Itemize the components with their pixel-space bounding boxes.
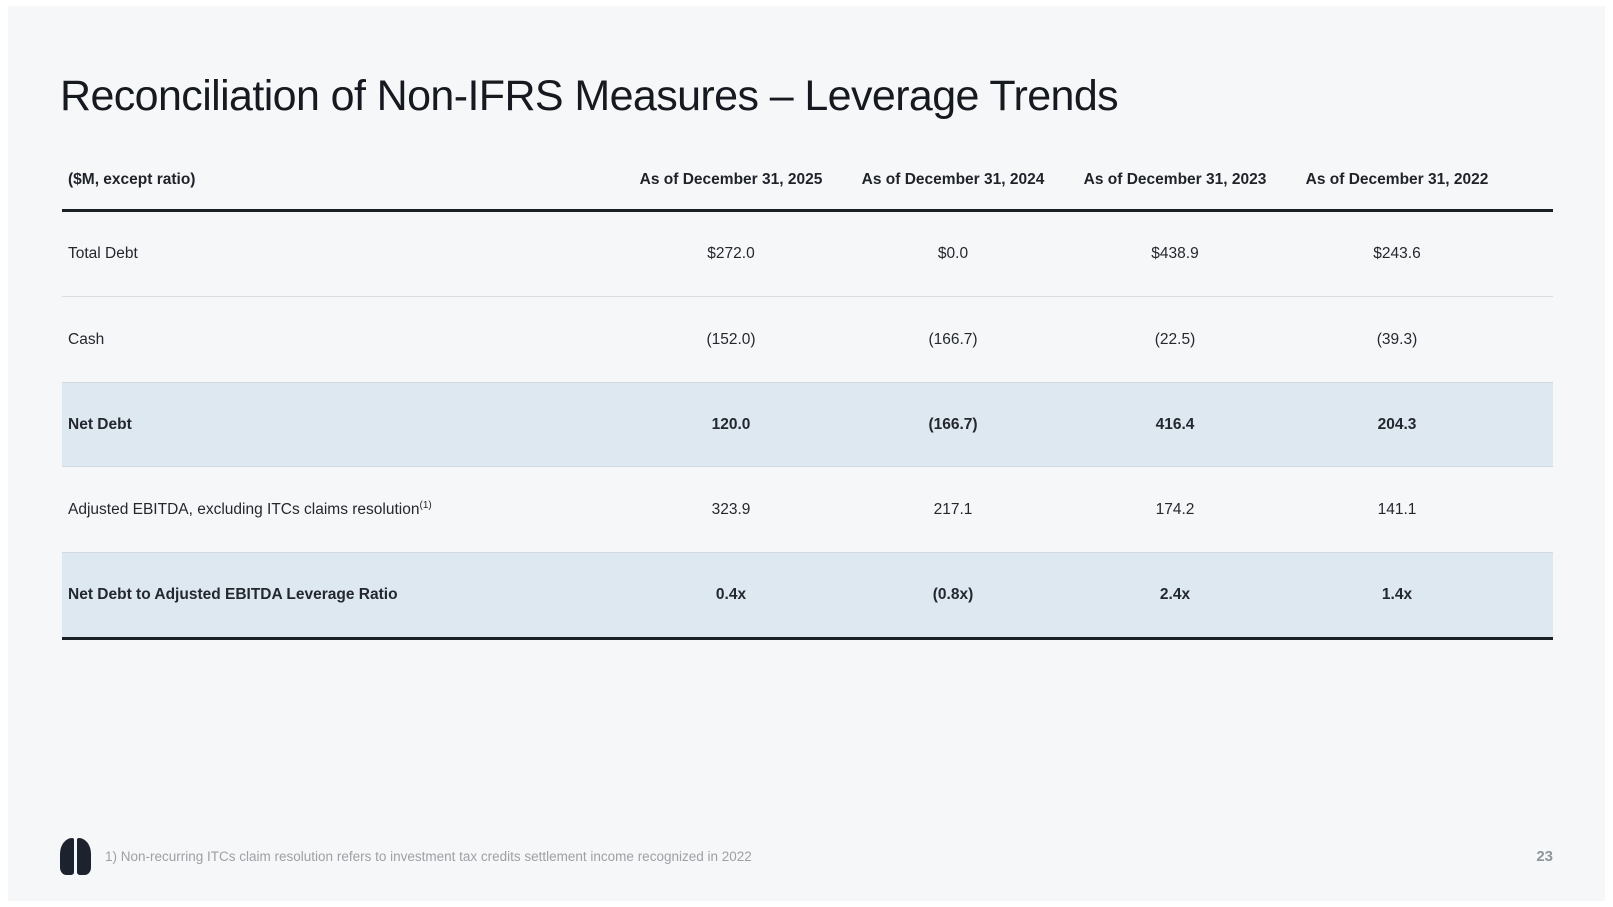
row-label: Net Debt — [62, 416, 620, 434]
table-row-total-debt: Total Debt $272.0 $0.0 $438.9 $243.6 — [62, 212, 1553, 297]
cell-value: 141.1 — [1286, 501, 1508, 519]
slide-footer: 1) Non-recurring ITCs claim resolution r… — [60, 838, 1553, 875]
cell-value: (166.7) — [842, 331, 1064, 349]
row-label: Adjusted EBITDA, excluding ITCs claims r… — [62, 501, 620, 519]
slide: Reconciliation of Non-IFRS Measures – Le… — [8, 6, 1605, 901]
cell-value: 204.3 — [1286, 416, 1508, 434]
cell-value: 120.0 — [620, 416, 842, 434]
cell-value: 174.2 — [1064, 501, 1286, 519]
table-header-row: ($M, except ratio) As of December 31, 20… — [62, 150, 1553, 212]
cell-value: (166.7) — [842, 416, 1064, 434]
cell-value: (22.5) — [1064, 331, 1286, 349]
footnote-marker: (1) — [419, 499, 431, 510]
row-label: Cash — [62, 331, 620, 349]
logo-right-lobe — [77, 838, 91, 875]
table-caption: ($M, except ratio) — [62, 171, 620, 189]
cell-value: 323.9 — [620, 501, 842, 519]
cell-value: $272.0 — [620, 245, 842, 263]
cell-value: 2.4x — [1064, 586, 1286, 604]
table-row-cash: Cash (152.0) (166.7) (22.5) (39.3) — [62, 297, 1553, 382]
cell-value: 416.4 — [1064, 416, 1286, 434]
cell-value: 1.4x — [1286, 586, 1508, 604]
cell-value: $438.9 — [1064, 245, 1286, 263]
footnote-text: 1) Non-recurring ITCs claim resolution r… — [105, 849, 752, 864]
logo-left-lobe — [60, 838, 74, 875]
table-row-leverage-ratio: Net Debt to Adjusted EBITDA Leverage Rat… — [62, 552, 1553, 637]
column-header-2023: As of December 31, 2023 — [1064, 171, 1286, 189]
page-number: 23 — [1536, 848, 1553, 865]
lungs-logo-icon — [60, 838, 91, 875]
column-header-2022: As of December 31, 2022 — [1286, 171, 1508, 189]
row-label: Net Debt to Adjusted EBITDA Leverage Rat… — [62, 586, 620, 604]
table-row-adjusted-ebitda: Adjusted EBITDA, excluding ITCs claims r… — [62, 467, 1553, 552]
cell-value: (152.0) — [620, 331, 842, 349]
cell-value: 0.4x — [620, 586, 842, 604]
column-header-2024: As of December 31, 2024 — [842, 171, 1064, 189]
leverage-trends-table: ($M, except ratio) As of December 31, 20… — [62, 150, 1553, 640]
cell-value: (39.3) — [1286, 331, 1508, 349]
cell-value: (0.8x) — [842, 586, 1064, 604]
column-header-2025: As of December 31, 2025 — [620, 171, 842, 189]
row-label-text: Adjusted EBITDA, excluding ITCs claims r… — [68, 501, 419, 518]
row-label: Total Debt — [62, 245, 620, 263]
cell-value: $243.6 — [1286, 245, 1508, 263]
table-row-net-debt: Net Debt 120.0 (166.7) 416.4 204.3 — [62, 382, 1553, 467]
cell-value: 217.1 — [842, 501, 1064, 519]
cell-value: $0.0 — [842, 245, 1064, 263]
page-title: Reconciliation of Non-IFRS Measures – Le… — [60, 72, 1118, 121]
